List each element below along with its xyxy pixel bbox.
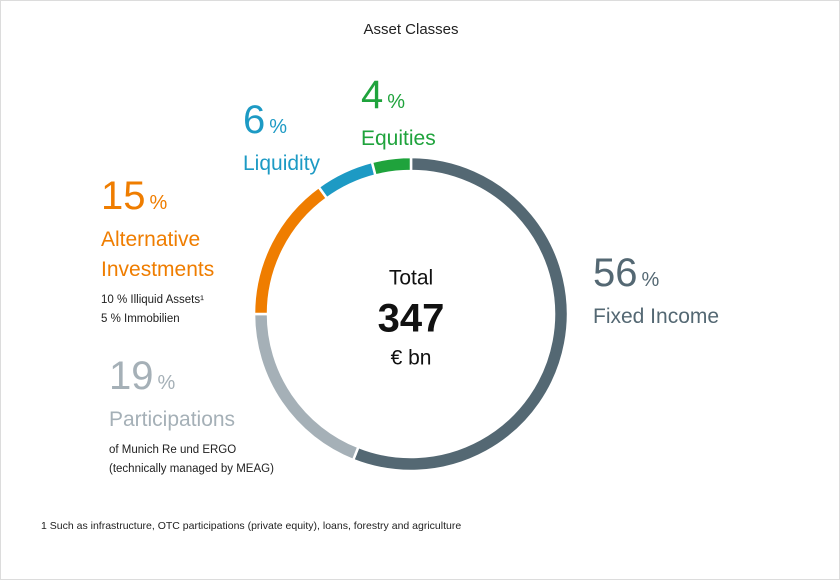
value-line: 15% xyxy=(101,174,231,225)
center-label: Total xyxy=(389,267,433,290)
notes: 10 % Illiquid Assets¹ 5 % Immobilien xyxy=(101,291,231,329)
category-label: Participations xyxy=(109,408,236,431)
segment-label: 15% Alternative Investments 10 % Illiquid … xyxy=(101,174,231,329)
donut-segment xyxy=(252,185,329,316)
category-label: Liquidity xyxy=(243,152,321,175)
note-line: 5 % Immobilien xyxy=(101,313,180,325)
footnote: 1 Such as infrastructure, OTC participat… xyxy=(41,520,461,532)
notes: of Munich Re und ERGO (technically manage… xyxy=(109,441,274,479)
value-line: 56% xyxy=(593,251,719,302)
note-line: 10 % Illiquid Assets¹ xyxy=(101,294,204,306)
chart-title: Asset Classes xyxy=(363,21,458,38)
center-unit: € bn xyxy=(391,347,432,370)
note-line: (technically managed by MEAG) xyxy=(109,463,274,475)
segment-label: 6% Liquidity xyxy=(243,98,320,179)
donut-segment xyxy=(316,160,377,201)
segment-label: 4% Equities xyxy=(361,73,436,154)
value-label: 19 xyxy=(109,354,154,398)
value-label: 56 xyxy=(593,251,638,295)
value-line: 19% xyxy=(109,354,274,405)
donut-segment xyxy=(370,155,413,178)
value-label: 6 xyxy=(243,98,266,142)
value-label: 15 xyxy=(101,174,146,218)
value-line: 4% xyxy=(361,73,436,124)
center-value: 347 xyxy=(378,297,445,341)
value-label: 4 xyxy=(361,73,384,117)
category-label: Equities xyxy=(361,127,436,150)
value-unit: % xyxy=(149,192,168,214)
category-label: Fixed Income xyxy=(593,305,720,328)
category-label: Alternative Investments xyxy=(101,228,215,281)
value-unit: % xyxy=(387,91,406,113)
value-unit: % xyxy=(269,116,288,138)
note-line: of Munich Re und ERGO xyxy=(109,444,237,456)
value-unit: % xyxy=(641,269,660,291)
value-line: 6% xyxy=(243,98,320,149)
segment-label: 19% Participations of Munich Re und ERGO (t… xyxy=(109,354,274,479)
value-unit: % xyxy=(157,372,176,394)
segment-label: 56% Fixed Income xyxy=(593,251,719,332)
